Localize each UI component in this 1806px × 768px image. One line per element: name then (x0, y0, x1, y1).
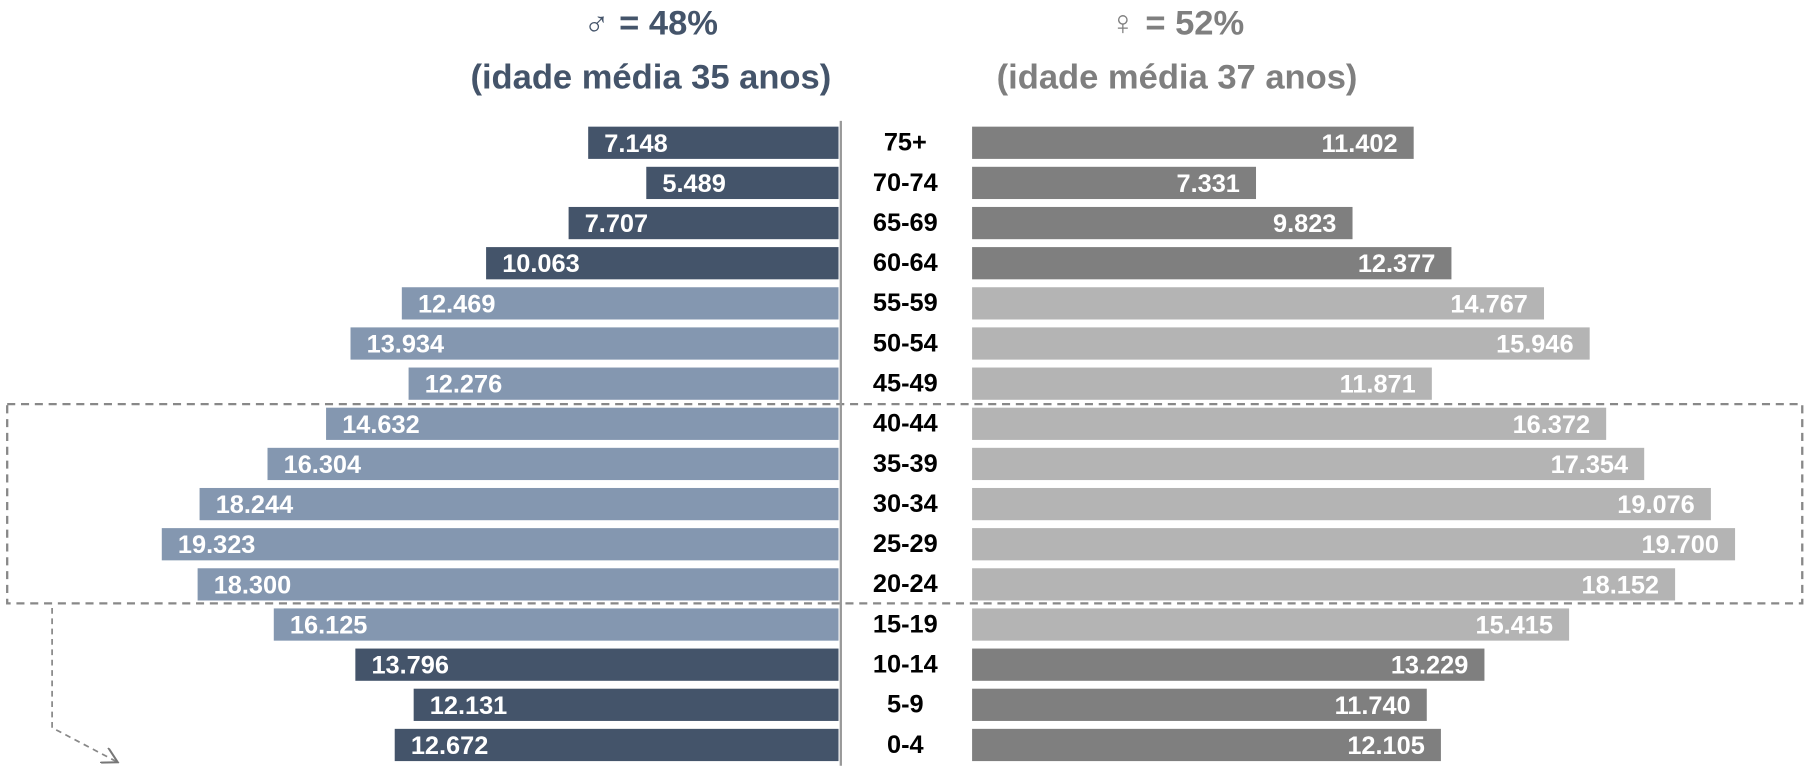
bar (273, 608, 839, 641)
value-label: 11.402 (1321, 130, 1397, 158)
value-label: 13.229 (1391, 652, 1468, 680)
bar (972, 126, 1414, 159)
category-label: 60-64 (873, 249, 938, 277)
bar (355, 648, 839, 681)
category-label: 55-59 (873, 289, 938, 317)
bar (972, 247, 1452, 280)
bar (394, 728, 839, 762)
bar (568, 206, 839, 240)
category-label: 50-54 (873, 329, 938, 357)
value-label: 11.871 (1340, 371, 1416, 399)
value-label: 17.354 (1551, 451, 1628, 479)
value-label: 19.700 (1641, 531, 1718, 559)
category-label: 45-49 (873, 369, 938, 397)
female-title: ♀ = 52% (1110, 4, 1244, 42)
category-label: 35-39 (873, 450, 938, 478)
bar (199, 487, 839, 521)
bar (972, 327, 1590, 360)
bar (972, 528, 1736, 561)
value-label: 16.372 (1513, 411, 1590, 439)
category-label: 40-44 (873, 410, 938, 438)
category-label: 75+ (884, 129, 927, 157)
value-label: 19.323 (178, 531, 255, 559)
value-label: 7.707 (585, 210, 648, 238)
bar (972, 648, 1485, 681)
bar (972, 367, 1432, 400)
category-label: 70-74 (873, 169, 938, 197)
value-label: 12.105 (1347, 732, 1424, 760)
value-label: 9.823 (1273, 210, 1336, 238)
value-label: 15.946 (1496, 330, 1573, 358)
value-label: 12.377 (1358, 250, 1435, 278)
male-title: ♂ = 48% (584, 4, 718, 42)
category-label: 10-14 (873, 651, 938, 679)
value-label: 7.148 (604, 130, 667, 158)
bar (972, 447, 1645, 481)
bar (972, 608, 1570, 641)
bar (972, 688, 1427, 721)
bar (972, 206, 1353, 240)
value-label: 14.632 (342, 411, 419, 439)
value-label: 19.076 (1617, 491, 1694, 519)
male-subtitle: (idade média 35 anos) (470, 59, 831, 97)
bar (972, 407, 1607, 440)
category-label: 15-19 (873, 610, 938, 638)
female-subtitle: (idade média 37 anos) (997, 59, 1358, 97)
bar (267, 447, 839, 481)
value-label: 18.244 (216, 491, 293, 519)
bar (326, 407, 839, 440)
bar (350, 327, 839, 360)
bar (588, 126, 839, 159)
value-label: 5.489 (662, 170, 725, 198)
value-label: 16.125 (290, 612, 367, 640)
category-label: 5-9 (887, 691, 924, 719)
value-label: 12.672 (411, 732, 488, 760)
value-label: 12.276 (425, 371, 502, 399)
bar (413, 688, 839, 721)
bar (486, 247, 839, 280)
value-label: 16.304 (284, 451, 361, 479)
bar (972, 166, 1257, 200)
value-label: 13.796 (371, 652, 448, 680)
bar (972, 568, 1676, 601)
bar (646, 166, 839, 200)
category-label: 20-24 (873, 570, 938, 598)
bar (161, 528, 839, 561)
bar (197, 568, 839, 601)
category-label: 25-29 (873, 530, 938, 558)
bar (401, 287, 839, 320)
highlight-box (6, 402, 1804, 605)
category-label: 0-4 (887, 731, 924, 759)
value-label: 18.300 (214, 571, 291, 599)
category-label: 65-69 (873, 209, 938, 237)
value-label: 13.934 (367, 330, 444, 358)
bar (972, 287, 1545, 320)
value-label: 11.740 (1335, 692, 1411, 720)
value-label: 10.063 (502, 250, 579, 278)
bar (972, 728, 1441, 762)
value-label: 7.331 (1177, 170, 1240, 198)
value-label: 12.131 (430, 692, 507, 720)
value-label: 12.469 (418, 290, 495, 318)
arrow (51, 607, 118, 762)
bar (972, 487, 1711, 521)
value-label: 14.767 (1450, 290, 1527, 318)
category-label: 30-34 (873, 490, 938, 518)
bar (408, 367, 839, 400)
value-label: 18.152 (1582, 571, 1659, 599)
value-label: 15.415 (1476, 612, 1553, 640)
